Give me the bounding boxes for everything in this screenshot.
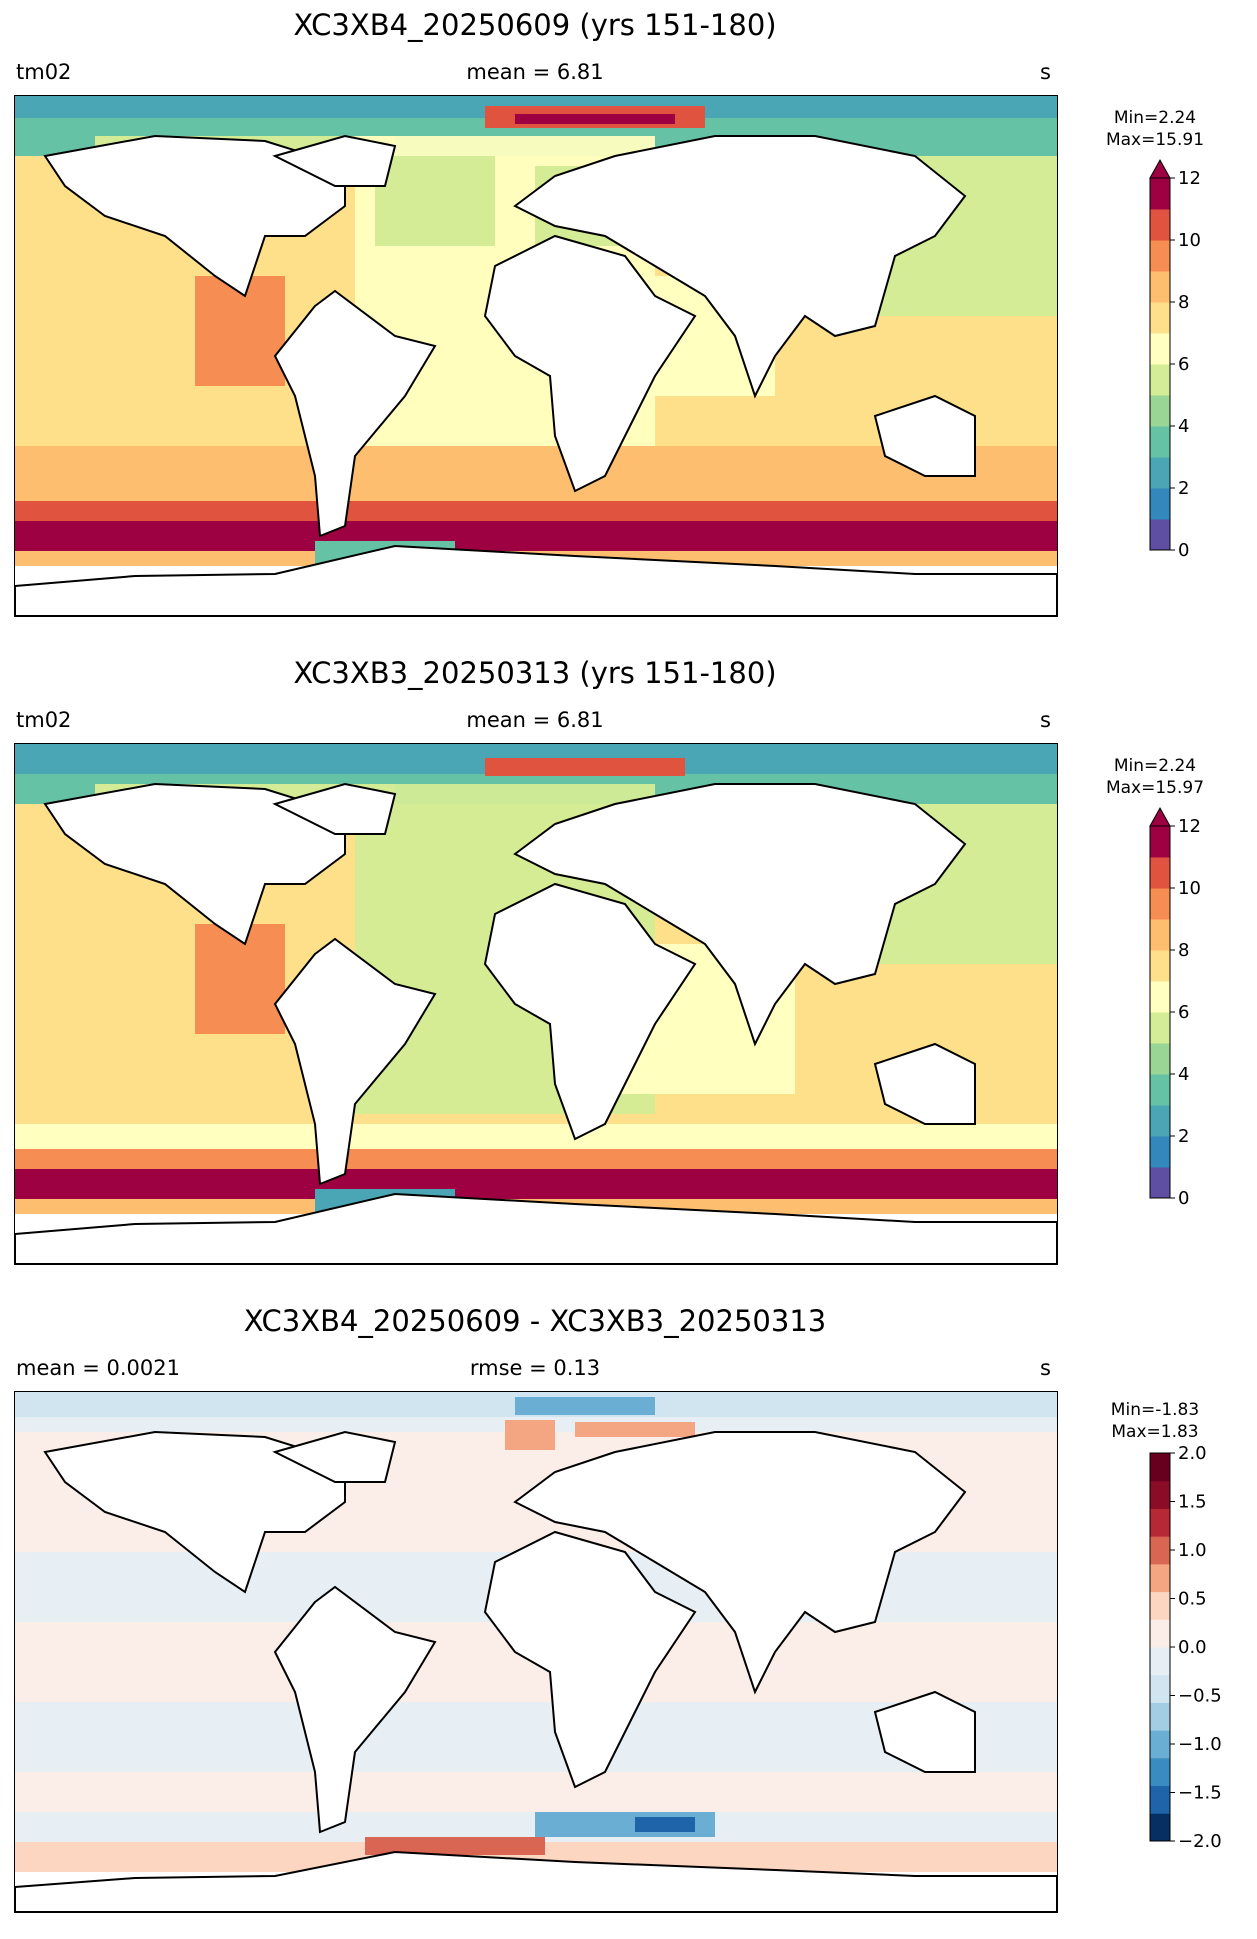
panel-1: XC3XB4_20250609 (yrs 151-180) tm02 mean … (0, 0, 1257, 640)
max-label: Max=15.97 (1105, 778, 1205, 798)
colorbar-tick-label: 8 (1178, 940, 1189, 961)
colorbar-swatch (1150, 1074, 1170, 1106)
world-map (14, 95, 1058, 617)
colorbar-tick-label: 4 (1178, 1064, 1189, 1085)
min-label: Min=2.24 (1113, 108, 1197, 128)
colorbar-swatch (1150, 395, 1170, 427)
colorbar-tick-label: 10 (1178, 230, 1201, 251)
colorbar-swatch (1150, 1591, 1170, 1620)
colorbar-swatch (1150, 1647, 1170, 1676)
panel-2: XC3XB3_20250313 (yrs 151-180) tm02 mean … (0, 648, 1257, 1288)
colorbar-tick-label: 6 (1178, 1002, 1189, 1023)
min-label: Min=-1.83 (1110, 1400, 1200, 1420)
colorbar-swatch (1150, 1012, 1170, 1044)
colorbar-tick-label: 0.5 (1178, 1589, 1207, 1610)
colorbar-tick-label: 12 (1178, 168, 1201, 189)
colorbar-swatch (1150, 1453, 1170, 1482)
colorbar-tick-label: −2.0 (1178, 1831, 1222, 1852)
colorbar-swatch (1150, 333, 1170, 365)
colorbar-tick-label: −1.0 (1178, 1734, 1222, 1755)
colorbar-swatch (1150, 271, 1170, 303)
colorbar-swatch (1150, 1043, 1170, 1075)
colorbar-tick-label: 2 (1178, 478, 1189, 499)
colorbar-tick-label: −0.5 (1178, 1686, 1222, 1707)
continents (15, 782, 1057, 1264)
variable-label: tm02 (16, 708, 72, 732)
panel-title: XC3XB3_20250313 (yrs 151-180) (293, 656, 777, 690)
max-label: Max=1.83 (1111, 1422, 1199, 1442)
units-label: s (1040, 1356, 1051, 1380)
panel-3: XC3XB4_20250609 - XC3XB3_20250313 mean =… (0, 1296, 1257, 1936)
colorbar-tick-label: 2.0 (1178, 1443, 1207, 1464)
colorbar-swatch (1150, 302, 1170, 334)
colorbar-swatch (1150, 519, 1170, 551)
colorbar-extend-arrow (1149, 806, 1171, 827)
colorbar-tick-label: 0 (1178, 1188, 1189, 1209)
colorbar-swatch (1150, 364, 1170, 396)
colorbar-tick-label: 4 (1178, 416, 1189, 437)
colorbar: 0 2 4 6 8 10 12 (1100, 158, 1210, 564)
units-label: s (1040, 60, 1051, 84)
world-map (14, 1391, 1058, 1913)
colorbar-tick-label: 2 (1178, 1126, 1189, 1147)
colorbar-swatch (1150, 1619, 1170, 1648)
colorbar-tick-label: 1.0 (1178, 1540, 1207, 1561)
colorbar: 2.0 1.5 1.0 0.5 0.0 −0.5 −1.0 −1.5 −2.0 (1100, 1443, 1222, 1857)
colorbar-swatch (1150, 1757, 1170, 1787)
colorbar-swatch (1150, 1813, 1170, 1842)
colorbar-tick-label: 10 (1178, 878, 1201, 899)
colorbar-swatch (1150, 1536, 1170, 1565)
colorbar-swatch (1150, 178, 1170, 210)
colorbar-tick-label: 12 (1178, 816, 1201, 837)
colorbar-swatch (1150, 457, 1170, 489)
colorbar-tick-label: 1.5 (1178, 1492, 1207, 1513)
colorbar-swatch (1150, 981, 1170, 1013)
colorbar-swatch (1150, 240, 1170, 272)
variable-label: tm02 (16, 60, 72, 84)
continents (15, 134, 1057, 616)
world-map (14, 743, 1058, 1265)
colorbar-tick-label: 0 (1178, 540, 1189, 561)
colorbar-swatch (1150, 888, 1170, 920)
colorbar-swatch (1150, 857, 1170, 889)
colorbar-swatch (1150, 1563, 1170, 1593)
mean-label: mean = 0.0021 (16, 1356, 180, 1380)
continents (15, 1430, 1057, 1912)
colorbar-swatch (1150, 426, 1170, 458)
colorbar-swatch (1150, 1480, 1170, 1509)
mean-label: mean = 6.81 (466, 60, 604, 84)
colorbar-swatch (1150, 1785, 1170, 1814)
colorbar-tick-label: −1.5 (1178, 1783, 1222, 1804)
panel-title: XC3XB4_20250609 - XC3XB3_20250313 (243, 1304, 827, 1338)
colorbar-tick-label: 8 (1178, 292, 1189, 313)
colorbar-swatch (1150, 1702, 1170, 1731)
panel-title: XC3XB4_20250609 (yrs 151-180) (293, 8, 777, 42)
colorbar-swatch (1150, 1674, 1170, 1703)
colorbar-swatch (1150, 919, 1170, 951)
colorbar-swatch (1150, 1508, 1170, 1537)
colorbar-tick-label: 6 (1178, 354, 1189, 375)
colorbar-swatch (1150, 1105, 1170, 1137)
colorbar: 0 2 4 6 8 10 12 (1100, 806, 1210, 1212)
colorbar-swatch (1150, 1167, 1170, 1199)
min-label: Min=2.24 (1113, 756, 1197, 776)
colorbar-extend-arrow (1149, 158, 1171, 179)
colorbar-tick-label: 0.0 (1178, 1637, 1207, 1658)
colorbar-swatch (1150, 488, 1170, 520)
mean-label: mean = 6.81 (466, 708, 604, 732)
colorbar-swatch (1150, 209, 1170, 241)
colorbar-swatch (1150, 950, 1170, 982)
units-label: s (1040, 708, 1051, 732)
colorbar-swatch (1150, 1136, 1170, 1168)
max-label: Max=15.91 (1105, 130, 1205, 150)
rmse-label: rmse = 0.13 (469, 1356, 601, 1380)
colorbar-swatch (1150, 1730, 1170, 1759)
colorbar-swatch (1150, 826, 1170, 858)
